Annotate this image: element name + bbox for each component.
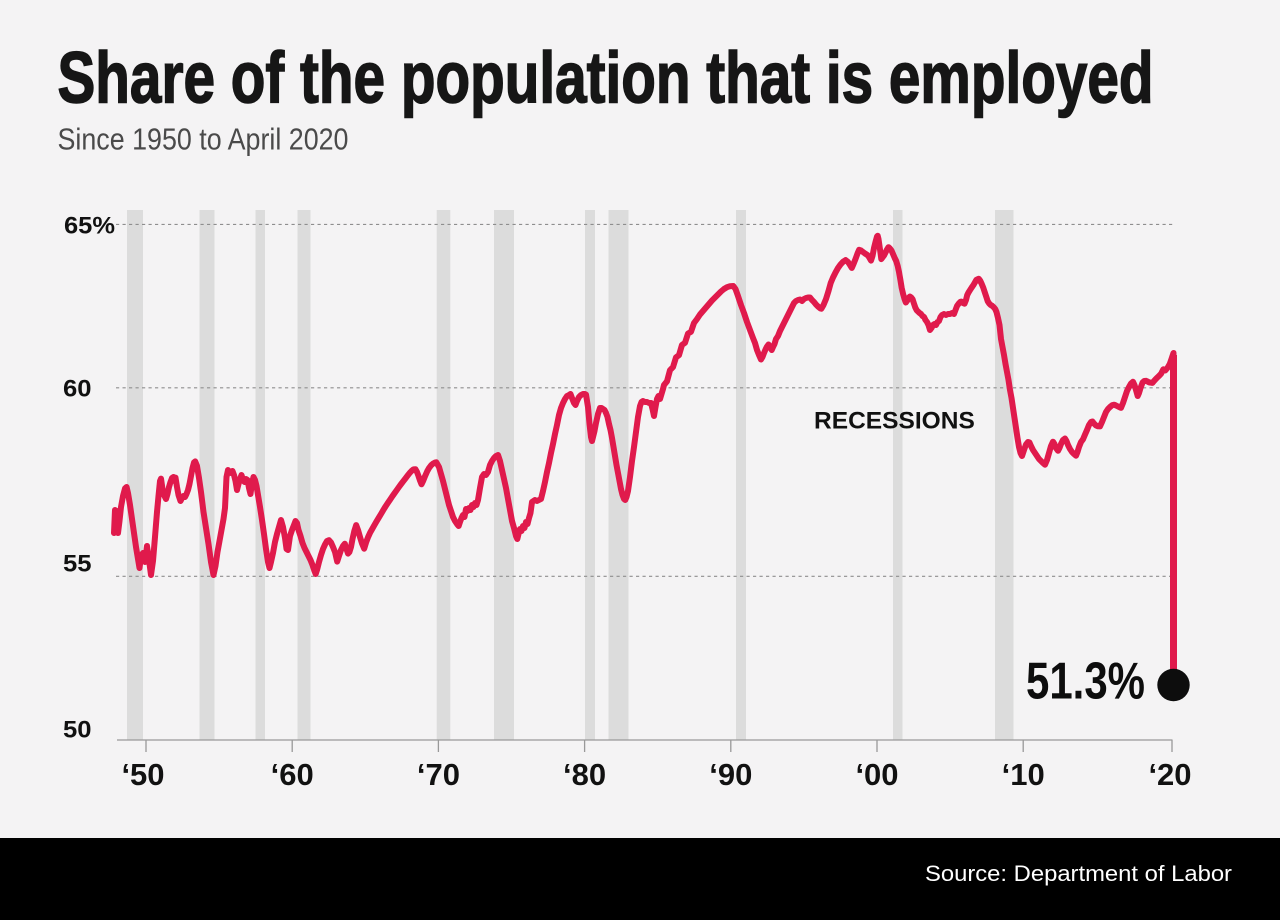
svg-text:‘80: ‘80 [563, 757, 606, 792]
svg-text:65%: 65% [64, 213, 115, 240]
svg-text:‘10: ‘10 [1002, 757, 1045, 792]
svg-text:Source: Department of Labor: Source: Department of Labor [925, 861, 1233, 886]
svg-text:‘20: ‘20 [1148, 757, 1191, 792]
svg-text:Since 1950 to April 2020: Since 1950 to April 2020 [58, 122, 349, 157]
svg-text:‘90: ‘90 [709, 757, 752, 792]
svg-text:RECESSIONS: RECESSIONS [814, 408, 977, 435]
svg-text:Share of the population that i: Share of the population that is employed [58, 39, 1154, 119]
svg-text:50: 50 [63, 717, 92, 744]
svg-text:‘60: ‘60 [271, 757, 314, 792]
svg-text:‘70: ‘70 [417, 757, 460, 792]
svg-text:55: 55 [63, 551, 92, 578]
svg-text:51.3%: 51.3% [1026, 653, 1145, 711]
svg-text:‘50: ‘50 [121, 757, 164, 792]
svg-text:‘00: ‘00 [855, 757, 898, 792]
svg-text:60: 60 [63, 376, 92, 403]
